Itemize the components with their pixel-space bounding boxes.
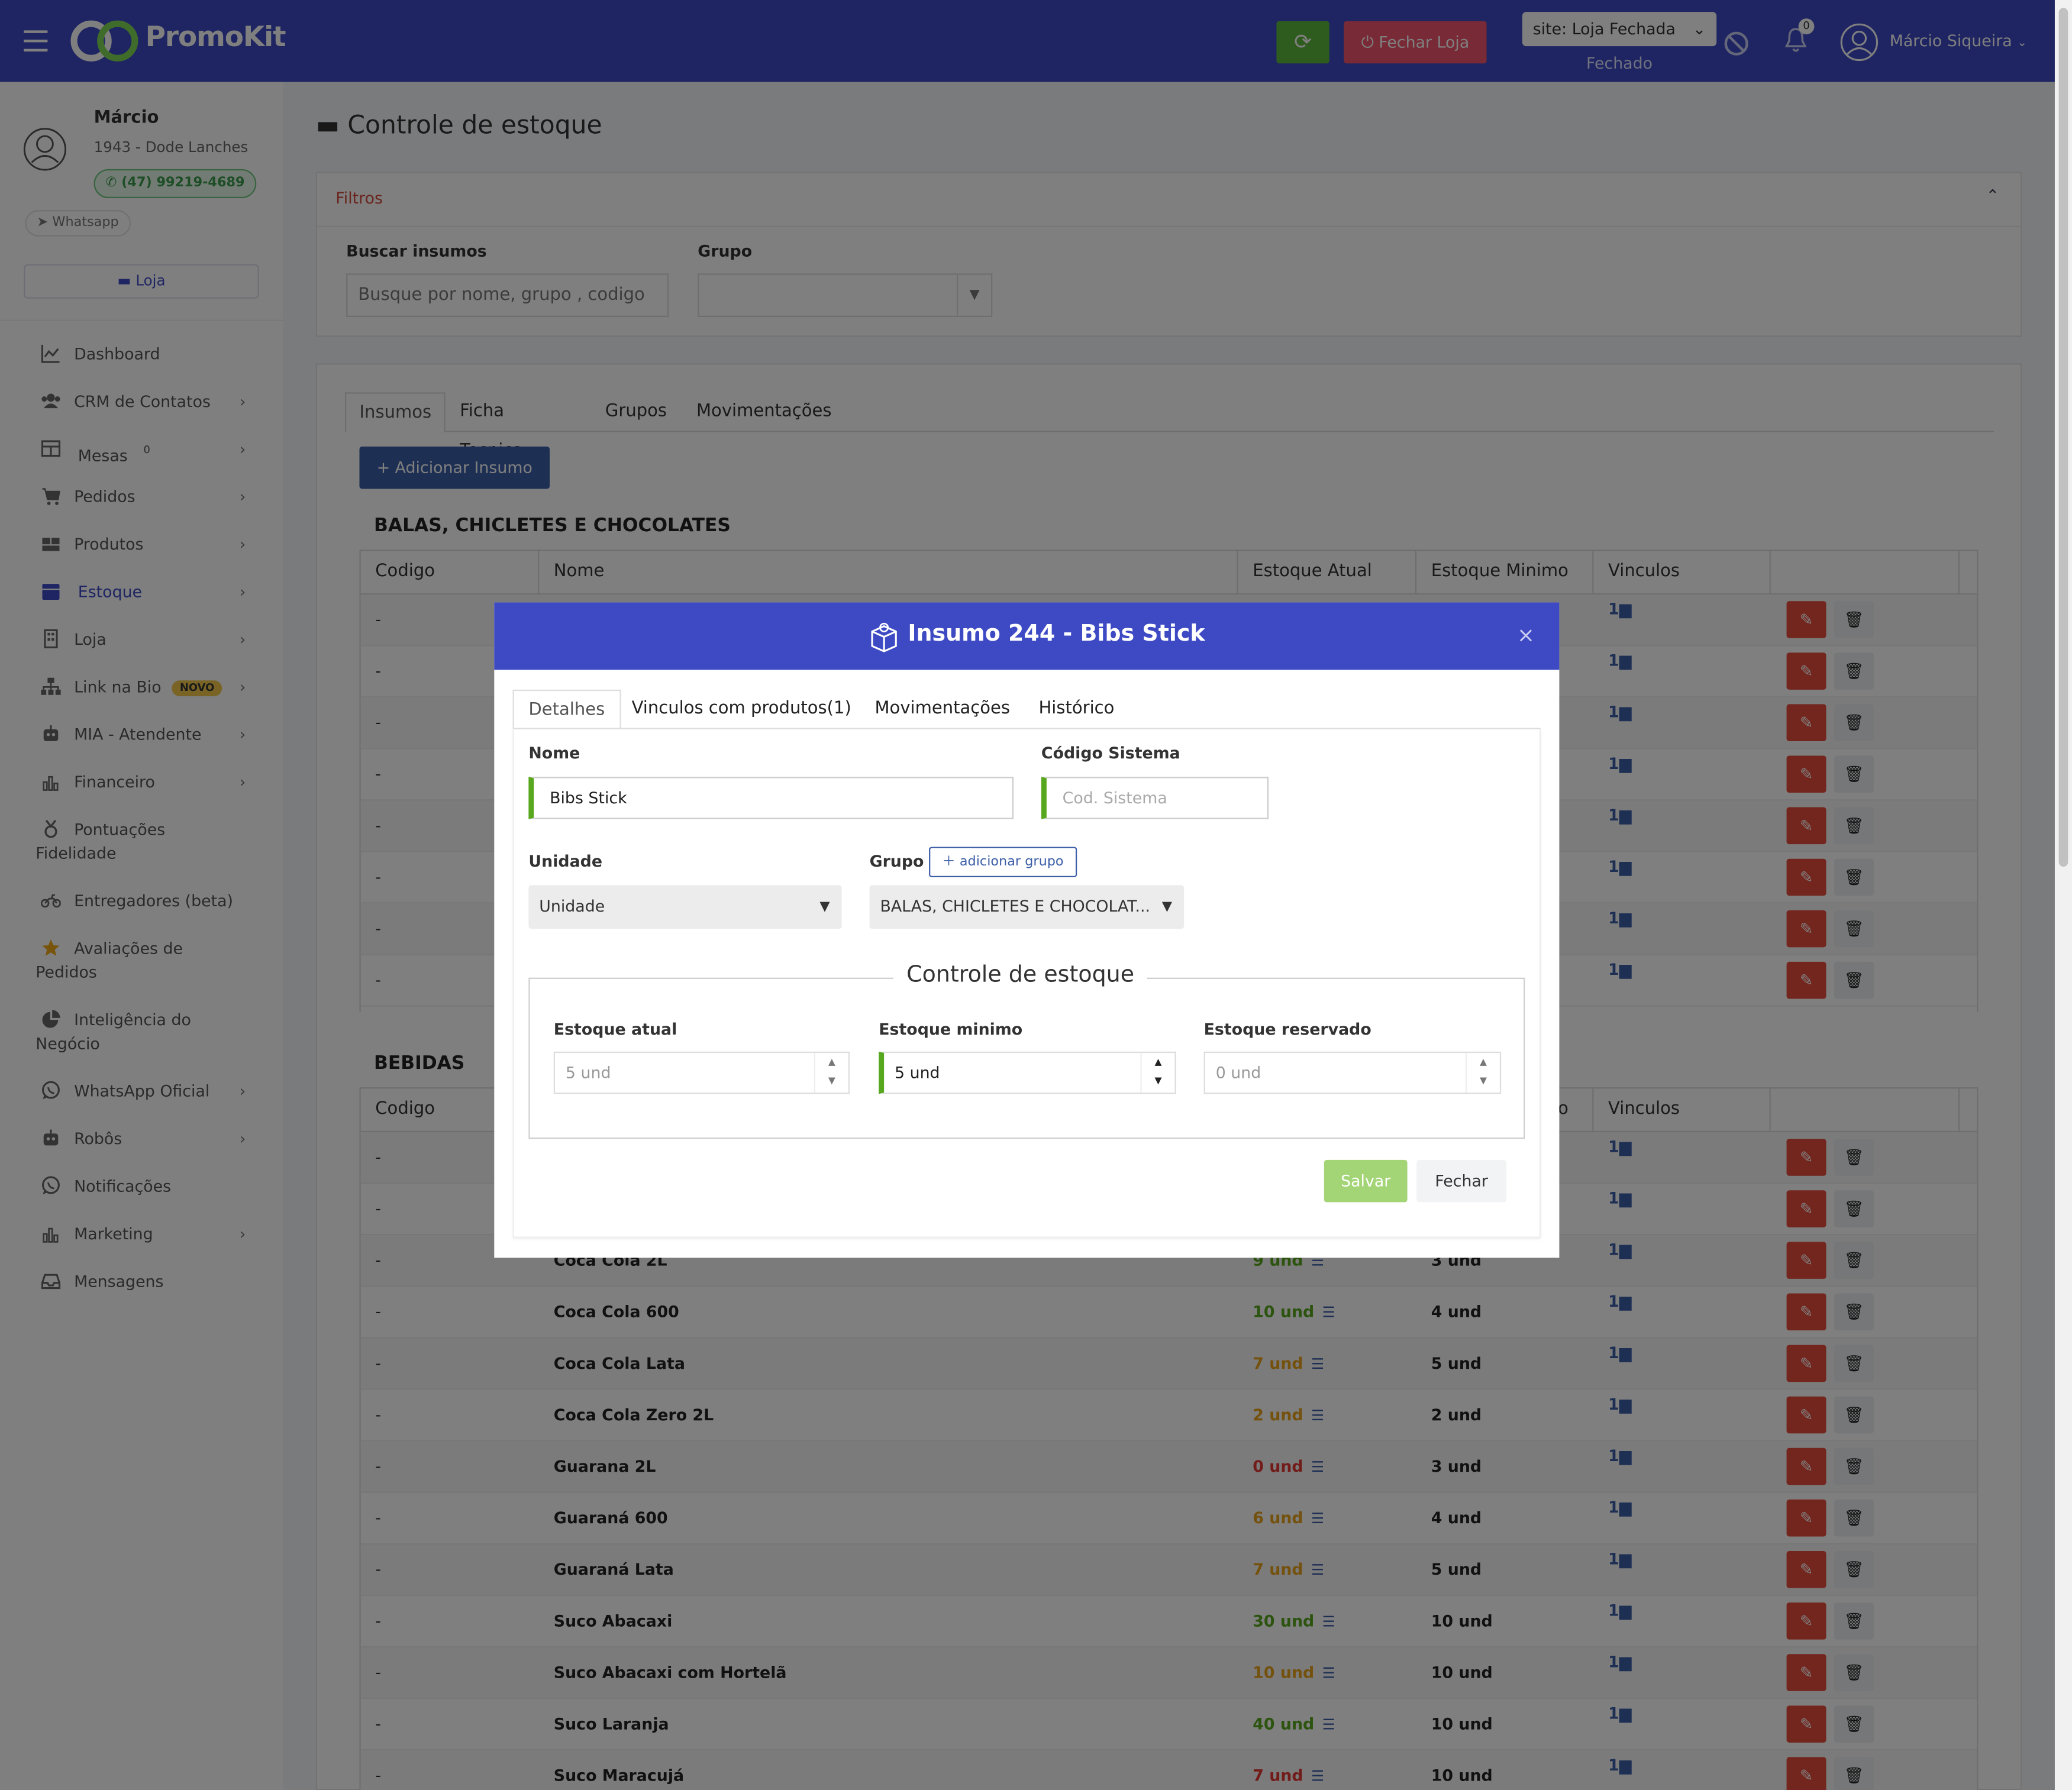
unidade-select[interactable]: Unidade ▼: [528, 885, 842, 929]
modal-header: Insumo 244 - Bibs Stick ×: [494, 602, 1560, 670]
unidade-label: Unidade: [528, 852, 603, 871]
insumo-modal: Insumo 244 - Bibs Stick × Detalhes Vincu…: [494, 602, 1560, 1258]
scrollbar-thumb[interactable]: [2058, 8, 2068, 867]
spin-arrows-icon[interactable]: ▲ ▼: [1465, 1053, 1500, 1093]
add-group-button[interactable]: ＋ adicionar grupo: [929, 846, 1077, 877]
estoque-minimo-input[interactable]: 5 und ▲ ▼: [879, 1051, 1176, 1094]
codigo-label: Código Sistema: [1041, 744, 1180, 762]
box-open-icon: [871, 622, 897, 652]
modal-title: Insumo 244 - Bibs Stick: [908, 621, 1205, 648]
plus-icon: ＋: [942, 855, 960, 870]
save-button[interactable]: Salvar: [1324, 1159, 1408, 1203]
grupo-select[interactable]: BALAS, CHICLETES E CHOCOLAT... ▼: [869, 885, 1185, 929]
tab-movimentacoes[interactable]: Movimentações: [874, 699, 1011, 719]
estoque-minimo-label: Estoque minimo: [879, 1020, 1023, 1039]
add-group-label: adicionar grupo: [959, 855, 1064, 870]
codigo-input[interactable]: Cod. Sistema: [1041, 777, 1269, 819]
nome-label: Nome: [528, 744, 580, 762]
estoque-reservado-value: 0 und: [1215, 1063, 1261, 1083]
grupo-label: Grupo: [869, 852, 924, 871]
modal-tab-panel: [512, 728, 1541, 1238]
unidade-value: Unidade: [539, 897, 605, 916]
page-scrollbar[interactable]: [2054, 0, 2072, 1790]
estoque-minimo-value: 5 und: [895, 1063, 940, 1083]
estoque-reservado-label: Estoque reservado: [1203, 1020, 1371, 1039]
estoque-atual-value: 5 und: [565, 1063, 611, 1083]
spin-arrows-icon[interactable]: ▲ ▼: [814, 1053, 848, 1093]
grupo-value: BALAS, CHICLETES E CHOCOLAT...: [880, 897, 1151, 916]
estoque-atual-label: Estoque atual: [553, 1020, 677, 1039]
stock-control-title: Controle de estoque: [893, 961, 1148, 988]
tab-historico[interactable]: Histórico: [1038, 699, 1115, 719]
close-button[interactable]: Fechar: [1416, 1159, 1507, 1203]
caret-down-icon: ▼: [819, 899, 830, 915]
tab-detalhes[interactable]: Detalhes: [512, 689, 621, 729]
tab-vinculos[interactable]: Vinculos com produtos(1): [631, 699, 851, 719]
spin-arrows-icon[interactable]: ▲ ▼: [1140, 1053, 1174, 1093]
estoque-atual-input[interactable]: 5 und ▲ ▼: [553, 1051, 850, 1094]
estoque-reservado-input[interactable]: 0 und ▲ ▼: [1203, 1051, 1502, 1094]
nome-input[interactable]: Bibs Stick: [528, 777, 1014, 819]
close-icon[interactable]: ×: [1516, 622, 1535, 648]
caret-down-icon: ▼: [1161, 899, 1173, 915]
